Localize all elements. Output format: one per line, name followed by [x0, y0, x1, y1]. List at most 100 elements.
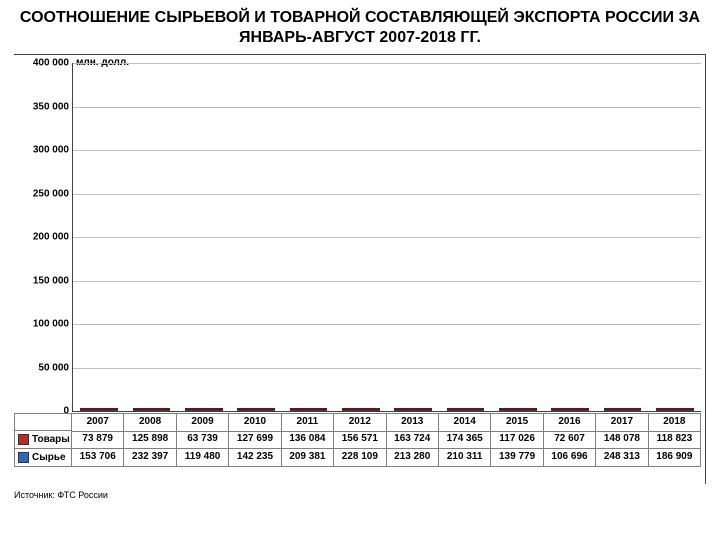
y-tick-label: 150 000	[33, 275, 69, 286]
bar-segment-goods	[604, 408, 642, 410]
year-cell: 2012	[334, 414, 386, 432]
bar-stack	[237, 408, 275, 411]
bar-segment-goods	[237, 408, 275, 410]
year-cell: 2015	[491, 414, 543, 432]
bar-segment-raw	[394, 410, 432, 411]
goods-value-cell: 125 898	[124, 431, 176, 449]
y-tick-label: 50 000	[38, 362, 69, 373]
bar-segment-raw	[185, 410, 223, 411]
raw-value-cell: 213 280	[387, 449, 439, 467]
chart-frame: млн. долл. 050 000100 000150 000200 0002…	[14, 54, 706, 484]
bar-slot	[596, 63, 648, 411]
bar-stack	[656, 408, 694, 411]
year-cell: 2009	[177, 414, 229, 432]
y-tick-label: 350 000	[33, 101, 69, 112]
legend-goods: Товары	[14, 431, 72, 449]
plot-area: 050 000100 000150 000200 000250 000300 0…	[72, 63, 701, 412]
year-cell: 2011	[282, 414, 334, 432]
bar-stack	[604, 408, 642, 411]
goods-value-cell: 148 078	[596, 431, 648, 449]
bar-segment-goods	[394, 408, 432, 410]
goods-value-cell: 127 699	[229, 431, 281, 449]
bar-segment-raw	[447, 410, 485, 411]
bar-segment-goods	[499, 408, 537, 410]
year-cell: 2008	[124, 414, 176, 432]
bar-slot	[178, 63, 230, 411]
goods-value-cell: 136 084	[282, 431, 334, 449]
year-cell: 2018	[649, 414, 701, 432]
goods-values-row: 73 879125 89863 739127 699136 084156 571…	[72, 431, 701, 449]
raw-value-cell: 232 397	[124, 449, 176, 467]
source-text: Источник: ФТС России	[14, 490, 706, 500]
year-row: 2007200820092010201120122013201420152016…	[72, 413, 701, 432]
bar-segment-goods	[656, 408, 694, 410]
bar-segment-raw	[342, 410, 380, 411]
bar-slot	[649, 63, 701, 411]
bar-stack	[447, 408, 485, 411]
bar-segment-goods	[342, 408, 380, 410]
bar-segment-goods	[80, 408, 118, 410]
goods-value-cell: 63 739	[177, 431, 229, 449]
goods-value-cell: 174 365	[439, 431, 491, 449]
bar-segment-goods	[447, 408, 485, 410]
bar-slot	[544, 63, 596, 411]
bar-stack	[133, 408, 171, 411]
goods-value-cell: 73 879	[72, 431, 124, 449]
bar-segment-raw	[133, 410, 171, 411]
table-header-empty	[14, 413, 72, 431]
year-cell: 2017	[596, 414, 648, 432]
goods-value-cell: 156 571	[334, 431, 386, 449]
raw-value-cell: 186 909	[649, 449, 701, 467]
bar-stack	[499, 408, 537, 411]
bar-segment-goods	[185, 408, 223, 410]
bar-stack	[185, 408, 223, 411]
chart-title: СООТНОШЕНИЕ СЫРЬЕВОЙ И ТОВАРНОЙ СОСТАВЛЯ…	[14, 8, 706, 48]
bar-segment-raw	[499, 410, 537, 411]
bar-slot	[439, 63, 491, 411]
raw-value-cell: 228 109	[334, 449, 386, 467]
bar-stack	[551, 408, 589, 411]
raw-value-cell: 248 313	[596, 449, 648, 467]
goods-value-cell: 118 823	[649, 431, 701, 449]
legend-goods-label: Товары	[32, 434, 70, 445]
raw-values-row: 153 706232 397119 480142 235209 381228 1…	[72, 449, 701, 467]
y-tick-label: 400 000	[33, 58, 69, 69]
bar-slot	[335, 63, 387, 411]
y-tick-label: 200 000	[33, 232, 69, 243]
year-cell: 2016	[544, 414, 596, 432]
bar-slot	[230, 63, 282, 411]
year-cell: 2007	[72, 414, 124, 432]
bars-container	[73, 63, 701, 411]
goods-value-cell: 117 026	[491, 431, 543, 449]
raw-value-cell: 142 235	[229, 449, 281, 467]
bar-segment-raw	[290, 410, 328, 411]
bar-slot	[73, 63, 125, 411]
year-cell: 2013	[387, 414, 439, 432]
bar-slot	[125, 63, 177, 411]
bar-segment-raw	[551, 410, 589, 411]
bar-stack	[394, 408, 432, 411]
bar-slot	[492, 63, 544, 411]
bar-segment-goods	[133, 408, 171, 410]
raw-value-cell: 153 706	[72, 449, 124, 467]
year-cell: 2010	[229, 414, 281, 432]
swatch-raw	[18, 452, 29, 463]
bar-slot	[387, 63, 439, 411]
bar-stack	[290, 408, 328, 411]
raw-value-cell: 106 696	[544, 449, 596, 467]
goods-value-cell: 72 607	[544, 431, 596, 449]
bar-segment-raw	[237, 410, 275, 411]
y-tick-label: 300 000	[33, 145, 69, 156]
swatch-goods	[18, 434, 29, 445]
legend-raw-label: Сырье	[32, 452, 66, 463]
bar-stack	[80, 408, 118, 411]
bar-stack	[342, 408, 380, 411]
bar-segment-raw	[604, 410, 642, 411]
bar-segment-goods	[290, 408, 328, 410]
bar-segment-goods	[551, 408, 589, 410]
y-tick-label: 100 000	[33, 319, 69, 330]
bar-slot	[282, 63, 334, 411]
legend-raw: Сырье	[14, 449, 72, 467]
bar-segment-raw	[656, 410, 694, 411]
bar-segment-raw	[80, 410, 118, 411]
